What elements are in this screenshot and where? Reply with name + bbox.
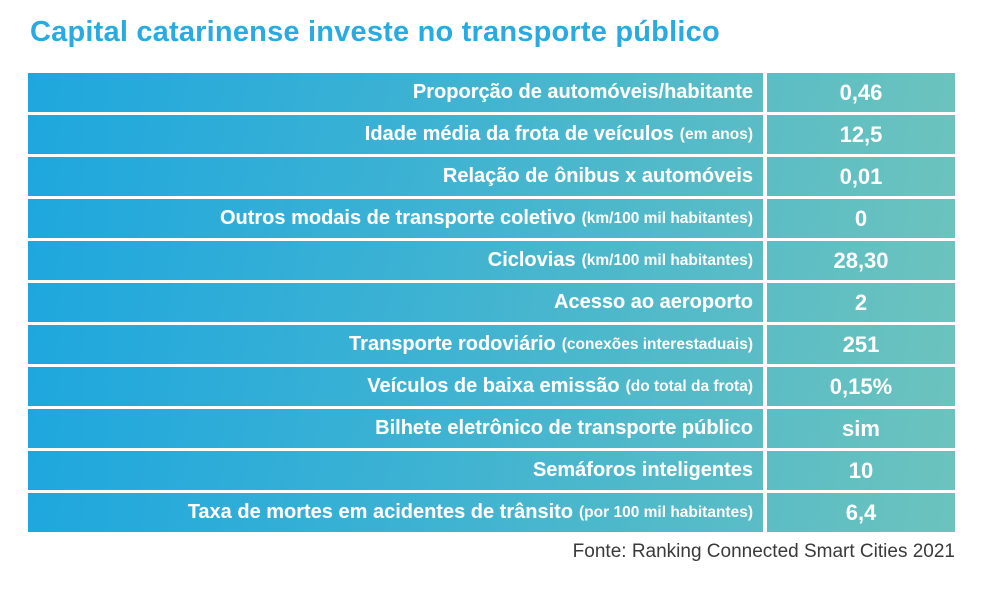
indicator-value: 0,46 bbox=[839, 79, 883, 105]
indicator-value-cell: 12,5 bbox=[763, 115, 955, 154]
indicator-label: Taxa de mortes em acidentes de trânsito bbox=[187, 501, 574, 523]
indicator-value-cell: 0 bbox=[763, 199, 955, 238]
indicator-value: 6,4 bbox=[845, 499, 877, 525]
indicator-value: 2 bbox=[854, 289, 868, 315]
indicator-label-cell: Relação de ônibus x automóveis bbox=[28, 157, 763, 196]
table-row: Relação de ônibus x automóveis 0,01 bbox=[28, 157, 955, 196]
indicator-value-cell: 0,01 bbox=[763, 157, 955, 196]
indicator-label-cell: Taxa de mortes em acidentes de trânsito … bbox=[28, 493, 763, 532]
indicator-value-cell: 6,4 bbox=[763, 493, 955, 532]
indicator-label: Relação de ônibus x automóveis bbox=[442, 165, 753, 187]
indicator-value: sim bbox=[842, 415, 880, 441]
indicator-unit: (km/100 mil habitantes) bbox=[581, 251, 753, 269]
table-row: Ciclovias (km/100 mil habitantes) 28,30 bbox=[28, 241, 955, 280]
indicator-value-cell: 0,46 bbox=[763, 73, 955, 112]
table-row: Veículos de baixa emissão (do total da f… bbox=[28, 367, 955, 406]
indicator-label: Transporte rodoviário bbox=[349, 333, 556, 355]
indicator-value: 10 bbox=[848, 457, 874, 483]
indicator-table: Proporção de automóveis/habitante 0,46 I… bbox=[28, 73, 955, 532]
indicator-label-cell: Outros modais de transporte coletivo (km… bbox=[28, 199, 763, 238]
indicator-value: 0 bbox=[854, 205, 868, 231]
table-row: Semáforos inteligentes 10 bbox=[28, 451, 955, 490]
indicator-label-cell: Veículos de baixa emissão (do total da f… bbox=[28, 367, 763, 406]
indicator-label-cell: Semáforos inteligentes bbox=[28, 451, 763, 490]
indicator-label: Outros modais de transporte coletivo bbox=[219, 207, 576, 229]
table-row: Taxa de mortes em acidentes de trânsito … bbox=[28, 493, 955, 532]
indicator-label-cell: Ciclovias (km/100 mil habitantes) bbox=[28, 241, 763, 280]
page-title: Capital catarinense investe no transport… bbox=[30, 16, 720, 48]
indicator-unit: (do total da frota) bbox=[625, 377, 753, 395]
indicator-value: 0,01 bbox=[839, 163, 883, 189]
indicator-unit: (conexões interestaduais) bbox=[561, 335, 753, 353]
indicator-label: Acesso ao aeroporto bbox=[554, 291, 753, 313]
source-caption: Fonte: Ranking Connected Smart Cities 20… bbox=[572, 541, 955, 562]
indicator-label: Proporção de automóveis/habitante bbox=[412, 81, 753, 103]
table-row: Acesso ao aeroporto 2 bbox=[28, 283, 955, 322]
indicator-value: 251 bbox=[842, 331, 880, 357]
indicator-label-cell: Proporção de automóveis/habitante bbox=[28, 73, 763, 112]
table-row: Outros modais de transporte coletivo (km… bbox=[28, 199, 955, 238]
indicator-value-cell: 0,15% bbox=[763, 367, 955, 406]
indicator-label: Ciclovias bbox=[487, 249, 576, 271]
indicator-label-cell: Bilhete eletrônico de transporte público bbox=[28, 409, 763, 448]
indicator-label-cell: Transporte rodoviário (conexões interest… bbox=[28, 325, 763, 364]
indicator-unit: (em anos) bbox=[679, 125, 753, 143]
indicator-label: Idade média da frota de veículos bbox=[364, 123, 674, 145]
indicator-unit: (km/100 mil habitantes) bbox=[581, 209, 753, 227]
indicator-value-cell: sim bbox=[763, 409, 955, 448]
table-row: Bilhete eletrônico de transporte público… bbox=[28, 409, 955, 448]
table-row: Idade média da frota de veículos (em ano… bbox=[28, 115, 955, 154]
indicator-unit: (por 100 mil habitantes) bbox=[579, 503, 753, 521]
indicator-value-cell: 28,30 bbox=[763, 241, 955, 280]
indicator-value-cell: 2 bbox=[763, 283, 955, 322]
table-row: Proporção de automóveis/habitante 0,46 bbox=[28, 73, 955, 112]
indicator-label: Veículos de baixa emissão bbox=[367, 375, 620, 397]
indicator-label: Bilhete eletrônico de transporte público bbox=[375, 417, 753, 439]
indicator-value: 0,15% bbox=[829, 373, 893, 399]
indicator-label-cell: Acesso ao aeroporto bbox=[28, 283, 763, 322]
indicator-value-cell: 10 bbox=[763, 451, 955, 490]
table-row: Transporte rodoviário (conexões interest… bbox=[28, 325, 955, 364]
indicator-value: 28,30 bbox=[833, 247, 889, 273]
indicator-label: Semáforos inteligentes bbox=[532, 459, 753, 481]
indicator-label-cell: Idade média da frota de veículos (em ano… bbox=[28, 115, 763, 154]
indicator-value-cell: 251 bbox=[763, 325, 955, 364]
indicator-value: 12,5 bbox=[839, 121, 883, 147]
